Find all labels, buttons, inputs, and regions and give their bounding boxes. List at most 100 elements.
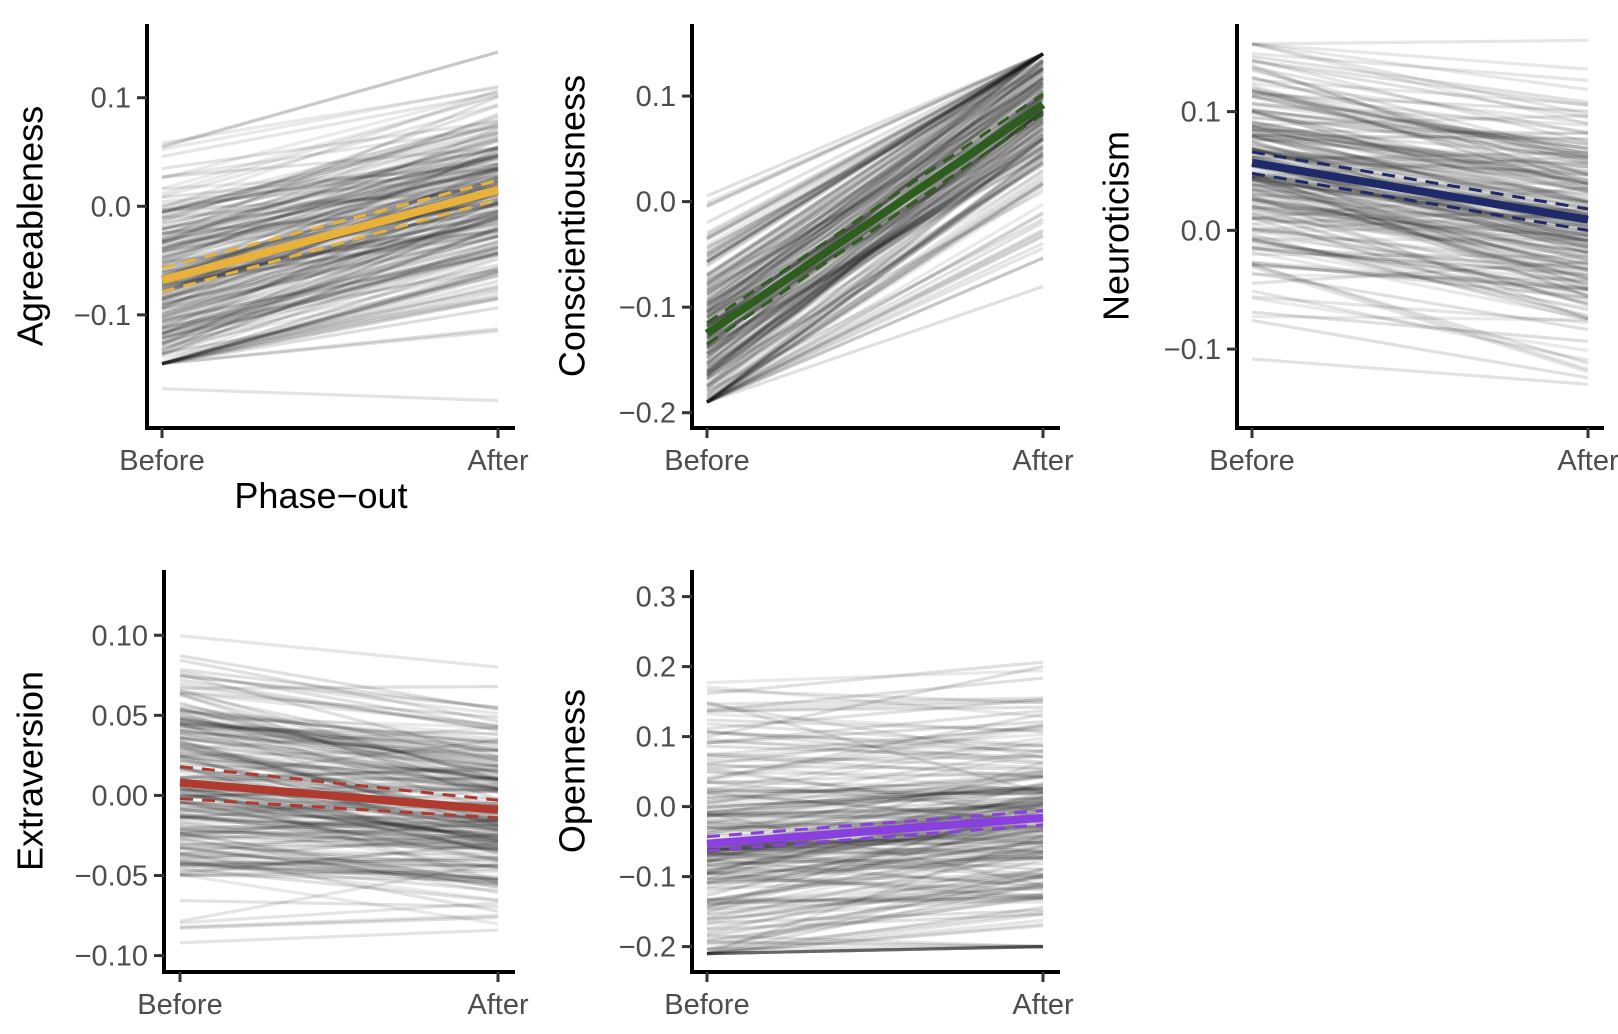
individual-line	[179, 678, 499, 732]
individual-line	[1251, 260, 1589, 285]
individual-line	[179, 764, 499, 784]
individual-line	[1251, 128, 1589, 193]
individual-line	[161, 274, 499, 350]
individual-line	[706, 788, 1044, 796]
individual-line	[179, 765, 499, 809]
individual-line	[706, 945, 1044, 956]
ci-upper-line	[1251, 150, 1589, 211]
individual-line	[1251, 86, 1589, 188]
individual-line	[179, 743, 499, 802]
individual-line	[179, 820, 499, 826]
individual-line	[706, 138, 1044, 387]
individual-line	[161, 285, 499, 366]
individual-line	[161, 169, 499, 243]
individual-line	[706, 751, 1044, 818]
individual-line	[706, 770, 1044, 778]
individual-line	[179, 674, 499, 710]
individual-line	[1251, 181, 1589, 188]
individual-line	[706, 843, 1044, 868]
individual-line	[706, 740, 1044, 796]
individual-line	[706, 786, 1044, 795]
y-axis-title: Openness	[552, 689, 593, 853]
individual-line	[179, 725, 499, 752]
individual-line	[1251, 194, 1589, 320]
individual-line	[179, 834, 499, 847]
individual-line	[179, 787, 499, 885]
individual-line	[1251, 174, 1589, 247]
individual-line	[706, 182, 1044, 402]
individual-line	[706, 896, 1044, 920]
individual-line	[179, 724, 499, 794]
individual-line	[179, 742, 499, 782]
individual-line	[706, 892, 1044, 905]
individual-line	[706, 841, 1044, 846]
individual-line	[706, 59, 1044, 286]
individual-line	[706, 856, 1044, 865]
individual-line	[161, 155, 499, 231]
individual-line	[161, 247, 499, 344]
individual-line	[161, 147, 499, 250]
individual-line	[706, 894, 1044, 946]
individual-line	[161, 117, 499, 215]
individual-line	[706, 52, 1044, 268]
individual-line	[706, 912, 1044, 932]
individual-line	[161, 179, 499, 230]
individual-line	[1251, 177, 1589, 263]
individual-line	[161, 217, 499, 307]
x-tick-label: After	[467, 989, 529, 1021]
individual-line	[706, 854, 1044, 872]
individual-line	[1251, 110, 1589, 204]
individual-line	[179, 735, 499, 753]
individual-line	[179, 732, 499, 789]
individual-line	[706, 874, 1044, 923]
individual-line	[161, 222, 499, 319]
individual-line	[179, 710, 499, 745]
ci-lower-line	[161, 198, 499, 294]
individual-line	[161, 171, 499, 278]
individual-line	[1251, 240, 1589, 292]
individual-line	[161, 263, 499, 339]
individual-line	[706, 851, 1044, 876]
individual-line	[706, 155, 1044, 404]
individual-line	[1251, 310, 1589, 343]
individual-line	[706, 720, 1044, 745]
individual-line	[1251, 108, 1589, 194]
individual-line	[1251, 217, 1589, 242]
individual-line	[179, 812, 499, 862]
individual-line	[179, 823, 499, 852]
individual-line	[179, 754, 499, 791]
individual-line	[706, 52, 1044, 320]
individual-line	[1251, 124, 1589, 224]
individual-line	[161, 252, 499, 341]
individual-line	[179, 691, 499, 727]
individual-line	[706, 136, 1044, 367]
individual-line	[179, 853, 499, 885]
individual-line	[706, 846, 1044, 852]
individual-line	[161, 387, 499, 403]
individual-line	[161, 235, 499, 305]
individual-line	[706, 838, 1044, 852]
individual-line	[706, 766, 1044, 818]
individual-line	[706, 137, 1044, 391]
y-tick-label: 0.1	[636, 722, 676, 754]
individual-line	[161, 50, 499, 148]
ci-upper-line	[706, 92, 1044, 325]
y-tick-label: 0.1	[1181, 97, 1221, 129]
individual-line	[1251, 245, 1589, 310]
individual-line	[1251, 110, 1589, 186]
individual-line	[1251, 176, 1589, 229]
individual-line	[161, 211, 499, 292]
individual-line	[179, 801, 499, 860]
individual-line	[706, 52, 1044, 263]
individual-line	[161, 174, 499, 207]
individual-line	[161, 228, 499, 340]
individual-line	[706, 183, 1044, 404]
individual-line	[161, 130, 499, 242]
individual-line	[179, 845, 499, 886]
individual-line	[1251, 123, 1589, 191]
individual-line	[179, 670, 499, 729]
individual-line	[706, 922, 1044, 956]
individual-line	[706, 744, 1044, 759]
individual-line	[161, 119, 499, 171]
individual-line	[706, 82, 1044, 314]
